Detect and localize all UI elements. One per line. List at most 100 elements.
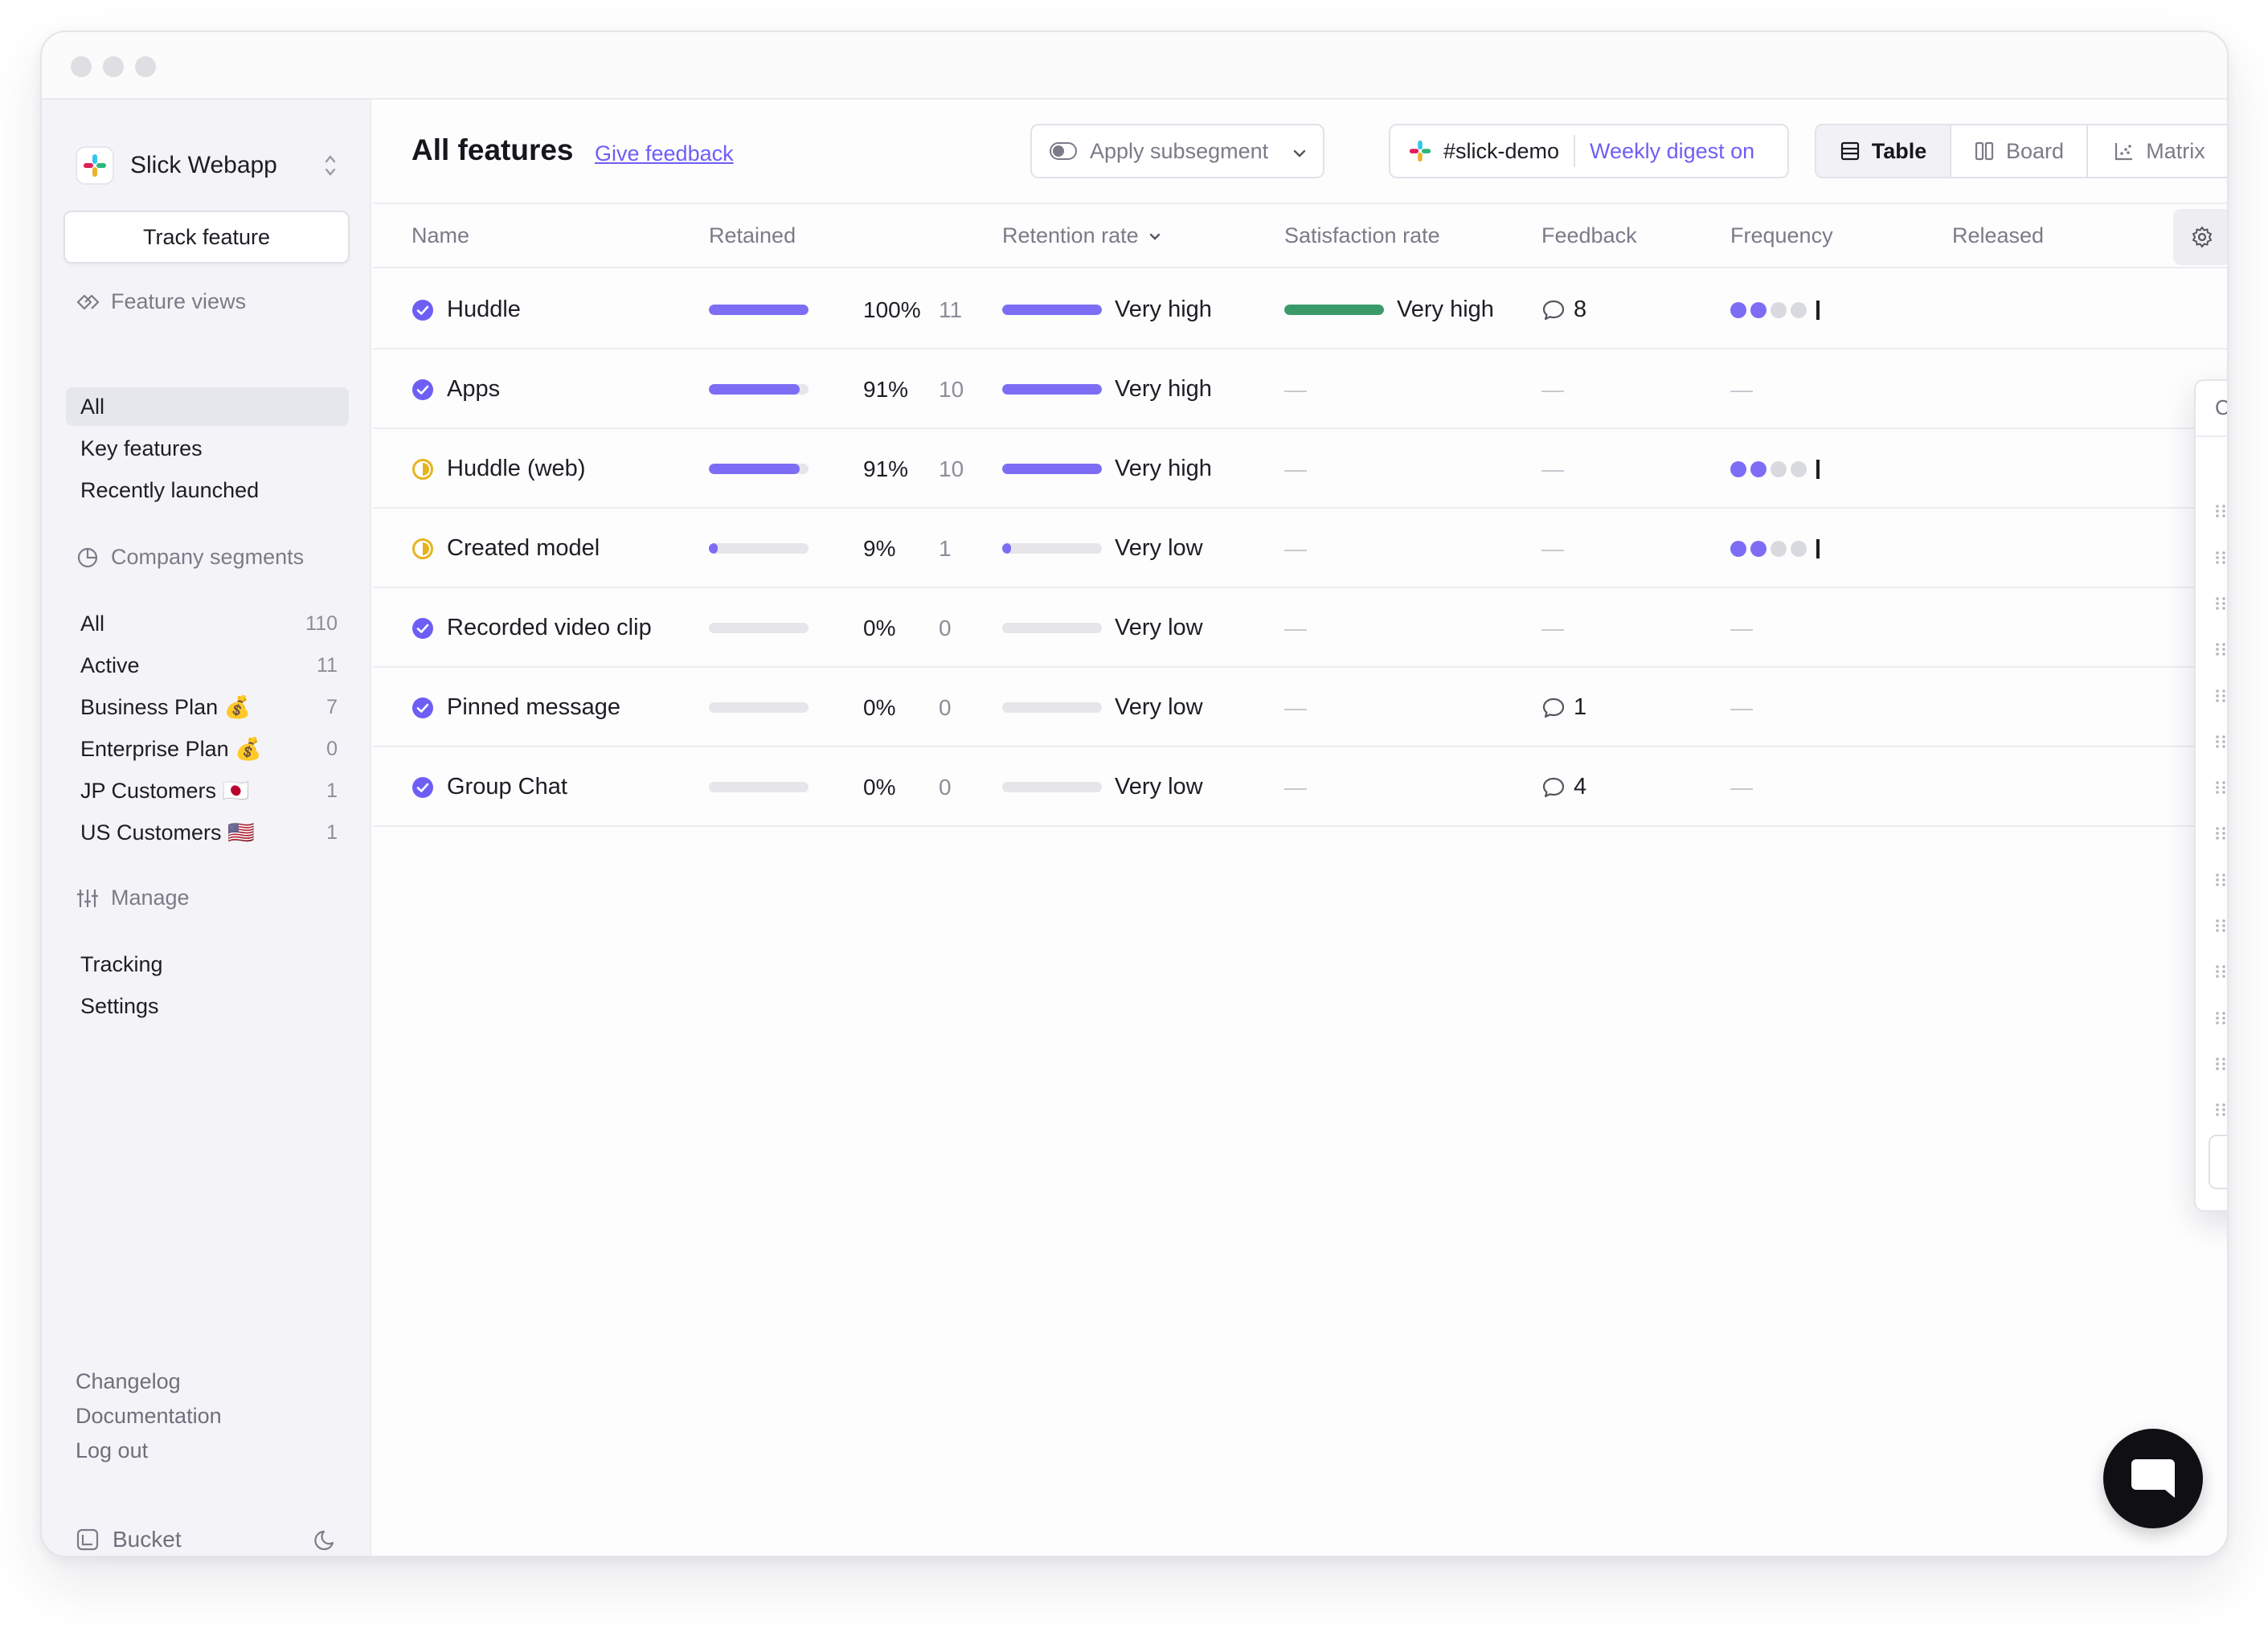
nav-item-settings[interactable]: Settings: [66, 987, 349, 1025]
column-option[interactable]: Frequency: [2196, 858, 2227, 903]
segment-item[interactable]: All 110: [66, 604, 349, 643]
segment-item[interactable]: Active 11: [66, 646, 349, 685]
weekly-digest-label[interactable]: Weekly digest on: [1590, 138, 1755, 163]
drag-handle-icon[interactable]: [2215, 503, 2226, 521]
drag-handle-icon[interactable]: [2215, 641, 2226, 659]
column-option[interactable]: Segment: [2196, 950, 2227, 995]
window-close-dot[interactable]: [71, 56, 92, 77]
feedback-cell[interactable]: 8: [1541, 270, 1586, 350]
frequency-dot: [1730, 460, 1746, 477]
reset-columns-button[interactable]: Reset columns: [2209, 1135, 2227, 1189]
column-header-name[interactable]: Name: [411, 223, 470, 247]
slack-digest-control[interactable]: #slick-demo Weekly digest on: [1389, 124, 1789, 178]
segment-label: JP Customers 🇯🇵: [80, 779, 250, 803]
column-option[interactable]: Retained: [2196, 582, 2227, 627]
chat-bubble-icon: [2131, 1459, 2175, 1498]
feedback-cell[interactable]: 4: [1541, 747, 1586, 827]
chevron-down-icon: [1291, 143, 1308, 168]
drag-handle-icon[interactable]: [2215, 734, 2226, 751]
toggle-icon: [1050, 142, 1077, 160]
column-header-feedback[interactable]: Feedback: [1541, 223, 1637, 247]
table-row[interactable]: Created model 9% 1 Very low — —: [373, 509, 2227, 588]
view-tab-matrix[interactable]: Matrix: [2088, 125, 2227, 177]
moon-icon[interactable]: [313, 1527, 339, 1556]
documentation-link[interactable]: Documentation: [76, 1404, 222, 1428]
nav-item-tracking[interactable]: Tracking: [66, 945, 349, 984]
column-header-satisfaction-rate[interactable]: Satisfaction rate: [1284, 223, 1440, 247]
table-row[interactable]: Huddle 100% 11 Very high Very high 8: [373, 270, 2227, 350]
drag-handle-icon[interactable]: [2215, 872, 2226, 890]
drag-handle-icon[interactable]: [2215, 550, 2226, 567]
drag-handle-icon[interactable]: [2215, 1102, 2226, 1119]
column-header-released[interactable]: Released: [1952, 223, 2045, 247]
segment-item[interactable]: US Customers 🇺🇸 1: [66, 813, 349, 852]
drag-handle-icon[interactable]: [2215, 595, 2226, 613]
retained-bar: [709, 702, 809, 713]
view-tab-table[interactable]: Table: [1816, 125, 1951, 177]
feature-name-cell[interactable]: Apps: [411, 350, 500, 429]
feedback-cell[interactable]: 1: [1541, 668, 1586, 747]
changelog-link[interactable]: Changelog: [76, 1369, 181, 1393]
feature-name-cell[interactable]: Group Chat: [411, 747, 567, 827]
table-row[interactable]: Apps 91% 10 Very high — — —: [373, 350, 2227, 429]
check-circle-icon: [412, 617, 433, 639]
released-fragment: [1816, 300, 1820, 320]
column-option[interactable]: Released: [2196, 904, 2227, 949]
view-item-key-features[interactable]: Key features: [66, 429, 349, 468]
column-option[interactable]: Feedback: [2196, 812, 2227, 857]
feature-name-cell[interactable]: Created model: [411, 509, 600, 588]
feature-name-cell[interactable]: Huddle: [411, 270, 521, 350]
apply-subsegment-dropdown[interactable]: Apply subsegment: [1030, 124, 1324, 178]
drag-handle-icon[interactable]: [2215, 1056, 2226, 1074]
column-option[interactable]: Satisfaction rate: [2196, 766, 2227, 811]
feature-views-heading: Feature views: [76, 289, 246, 314]
segment-label: Business Plan 💰: [80, 695, 252, 719]
column-option[interactable]: Retention rate: [2196, 720, 2227, 765]
feature-name-cell[interactable]: Pinned message: [411, 668, 620, 747]
segment-item[interactable]: Business Plan 💰 7: [66, 688, 349, 726]
window-minimize-dot[interactable]: [103, 56, 124, 77]
view-item-all[interactable]: All: [66, 387, 349, 426]
window-maximize-dot[interactable]: [135, 56, 156, 77]
table-row[interactable]: Pinned message 0% 0 Very low — 1 —: [373, 668, 2227, 747]
column-header-retention-rate[interactable]: Retention rate: [1002, 223, 1163, 248]
drag-handle-icon[interactable]: [2215, 779, 2226, 797]
column-header-retained[interactable]: Retained: [709, 223, 796, 247]
column-option[interactable]: Tried: [2196, 489, 2227, 534]
view-item-recently-launched[interactable]: Recently launched: [66, 471, 349, 509]
give-feedback-link[interactable]: Give feedback: [595, 141, 734, 166]
drag-handle-icon[interactable]: [2215, 918, 2226, 935]
logout-link[interactable]: Log out: [76, 1438, 149, 1462]
drag-handle-icon[interactable]: [2215, 825, 2226, 843]
retained-count: 11: [939, 297, 963, 322]
column-option[interactable]: Slack reports: [2196, 1088, 2227, 1133]
table-row[interactable]: Group Chat 0% 0 Very low — 4 —: [373, 747, 2227, 827]
feature-name-cell[interactable]: Huddle (web): [411, 429, 585, 509]
column-header-frequency[interactable]: Frequency: [1730, 223, 1833, 247]
table-row[interactable]: Recorded video clip 0% 0 Very low — — —: [373, 588, 2227, 668]
chat-support-button[interactable]: [2103, 1429, 2203, 1528]
feature-name: Recorded video clip: [447, 615, 652, 640]
column-settings-button[interactable]: [2173, 209, 2227, 265]
segment-item[interactable]: Enterprise Plan 💰 0: [66, 730, 349, 768]
column-option[interactable]: Satisfied: [2196, 628, 2227, 673]
segment-item[interactable]: JP Customers 🇯🇵 1: [66, 771, 349, 810]
slack-icon: [1408, 139, 1432, 163]
track-feature-button[interactable]: Track feature: [63, 211, 350, 264]
workspace-switcher[interactable]: Slick Webapp: [76, 141, 346, 190]
view-tab-board[interactable]: Board: [1951, 125, 2088, 177]
feature-name-cell[interactable]: Recorded video clip: [411, 588, 652, 668]
chat-bubble-icon: [1542, 777, 1565, 797]
table-row[interactable]: Huddle (web) 91% 10 Very high — —: [373, 429, 2227, 509]
check-circle-icon: [412, 776, 433, 798]
column-option[interactable]: Tracking source: [2196, 996, 2227, 1041]
column-option[interactable]: Adopted: [2196, 536, 2227, 581]
retained-bar: [709, 782, 809, 792]
column-option[interactable]: Live Satisfaction: [2196, 1042, 2227, 1087]
bucket-brand[interactable]: Bucket: [76, 1527, 182, 1552]
drag-handle-icon[interactable]: [2215, 1010, 2226, 1028]
drag-handle-icon[interactable]: [2215, 963, 2226, 981]
drag-handle-icon[interactable]: [2215, 688, 2226, 706]
column-option[interactable]: Adoption rate: [2196, 674, 2227, 719]
column-header-label: Retention rate: [1002, 223, 1139, 247]
